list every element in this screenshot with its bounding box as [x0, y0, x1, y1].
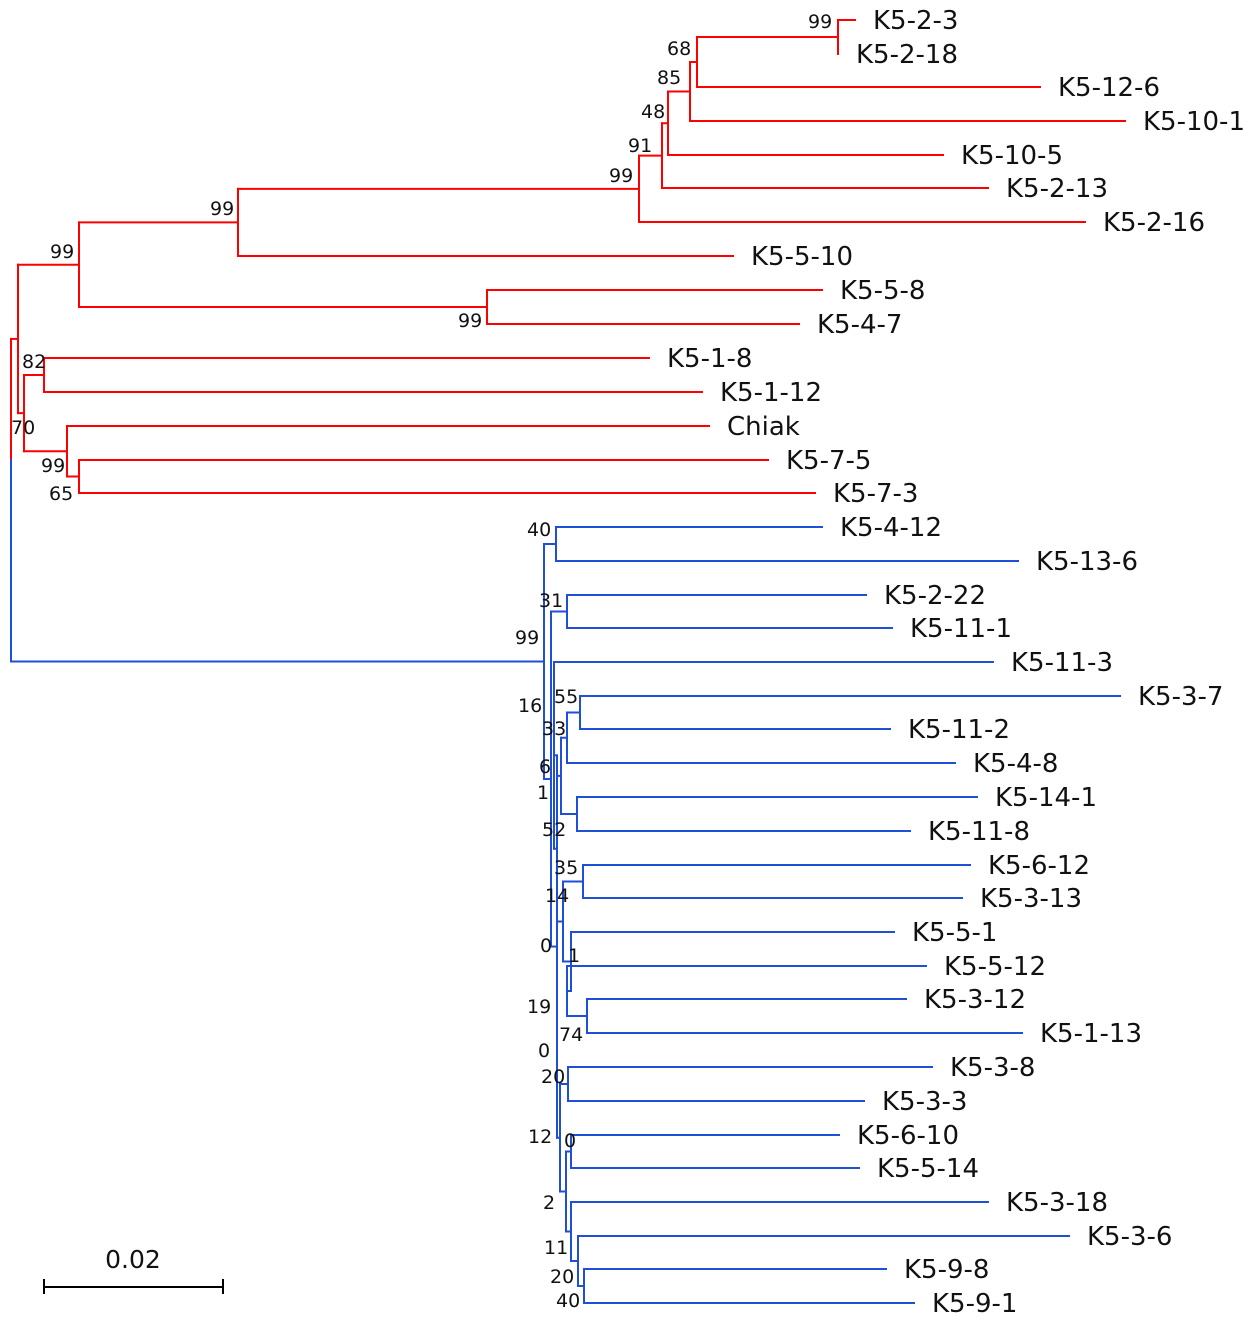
- taxon-label: K5-11-1: [910, 614, 1012, 644]
- taxon-label: K5-4-8: [973, 749, 1058, 779]
- taxon-label: K5-4-7: [817, 310, 902, 340]
- bootstrap-value: 82: [22, 351, 46, 373]
- taxon-label: K5-3-6: [1087, 1222, 1172, 1252]
- taxon-label: K5-2-3: [873, 6, 958, 36]
- bootstrap-value: 99: [50, 241, 74, 263]
- taxon-label: Chiak: [727, 412, 800, 442]
- taxon-label: K5-2-18: [856, 40, 958, 70]
- bootstrap-value: 74: [559, 1024, 583, 1046]
- bootstrap-value: 14: [545, 885, 569, 907]
- taxon-label: K5-1-12: [720, 378, 822, 408]
- taxon-label: K5-14-1: [995, 783, 1097, 813]
- taxon-label: K5-11-8: [928, 817, 1030, 847]
- bootstrap-value: 0: [540, 935, 552, 957]
- bootstrap-value: 99: [210, 198, 234, 220]
- taxon-label: K5-10-5: [961, 141, 1063, 171]
- taxon-label: K5-1-8: [667, 344, 752, 374]
- taxon-label: K5-12-6: [1058, 73, 1160, 103]
- bootstrap-value: 68: [667, 38, 691, 60]
- taxon-label: K5-5-1: [912, 918, 997, 948]
- bootstrap-value: 40: [556, 1290, 580, 1312]
- taxon-label: K5-3-7: [1138, 682, 1223, 712]
- taxon-label: K5-11-3: [1011, 648, 1113, 678]
- bootstrap-value: 70: [11, 417, 35, 439]
- bootstrap-value: 6: [539, 756, 551, 778]
- bootstrap-value: 52: [542, 819, 566, 841]
- taxon-label: K5-5-10: [751, 242, 853, 272]
- bootstrap-value: 12: [528, 1126, 552, 1148]
- bootstrap-value: 99: [515, 627, 539, 649]
- taxon-label: K5-10-1: [1143, 107, 1245, 137]
- bootstrap-value: 91: [628, 135, 652, 157]
- taxon-label: K5-3-18: [1006, 1188, 1108, 1218]
- taxon-label: K5-2-16: [1103, 208, 1205, 238]
- scale-bar-label: 0.02: [105, 1245, 161, 1274]
- taxon-label: K5-9-8: [904, 1255, 989, 1285]
- clade-blue-branches: [10, 459, 1121, 1304]
- bootstrap-value: 20: [541, 1066, 565, 1088]
- scale-bar: 0.02: [43, 1245, 224, 1294]
- bootstrap-value: 11: [544, 1237, 568, 1259]
- bootstrap-value: 55: [554, 686, 578, 708]
- taxon-labels: K5-2-3K5-2-18K5-12-6K5-10-1K5-10-5K5-2-1…: [667, 6, 1245, 1319]
- taxon-label: K5-3-13: [980, 884, 1082, 914]
- bootstrap-value: 16: [518, 695, 542, 717]
- taxon-label: K5-1-13: [1040, 1019, 1142, 1049]
- bootstrap-value: 0: [538, 1040, 550, 1062]
- bootstrap-value: 99: [458, 310, 482, 332]
- bootstrap-value: 1: [568, 945, 580, 967]
- bootstrap-value: 20: [550, 1266, 574, 1288]
- bootstrap-value: 99: [41, 455, 65, 477]
- bootstrap-value: 99: [609, 165, 633, 187]
- taxon-label: K5-5-12: [944, 952, 1046, 982]
- bootstrap-value: 31: [539, 590, 563, 612]
- taxon-label: K5-7-5: [786, 446, 871, 476]
- bootstrap-value: 85: [657, 67, 681, 89]
- taxon-label: K5-11-2: [908, 715, 1010, 745]
- bootstrap-value: 99: [808, 11, 832, 33]
- taxon-label: K5-3-12: [924, 985, 1026, 1015]
- taxon-label: K5-5-14: [877, 1154, 979, 1184]
- taxon-label: K5-3-3: [882, 1087, 967, 1117]
- taxon-label: K5-7-3: [833, 479, 918, 509]
- taxon-label: K5-4-12: [840, 513, 942, 543]
- bootstrap-value: 1: [537, 782, 549, 804]
- bootstrap-value: 33: [542, 718, 566, 740]
- bootstrap-value: 2: [543, 1192, 555, 1214]
- bootstrap-value: 65: [49, 483, 73, 505]
- bootstrap-value: 48: [641, 101, 665, 123]
- taxon-label: K5-9-1: [932, 1289, 1017, 1319]
- bootstrap-value: 35: [554, 857, 578, 879]
- bootstrap-value: 19: [527, 996, 551, 1018]
- bootstrap-value: 0: [564, 1130, 576, 1152]
- taxon-label: K5-5-8: [840, 276, 925, 306]
- bootstrap-value: 40: [527, 519, 551, 541]
- taxon-label: K5-13-6: [1036, 547, 1138, 577]
- clade-red-branches: [10, 19, 1126, 494]
- taxon-label: K5-2-13: [1006, 174, 1108, 204]
- taxon-label: K5-2-22: [884, 581, 986, 611]
- taxon-label: K5-3-8: [950, 1053, 1035, 1083]
- taxon-label: K5-6-12: [988, 851, 1090, 881]
- taxon-label: K5-6-10: [857, 1121, 959, 1151]
